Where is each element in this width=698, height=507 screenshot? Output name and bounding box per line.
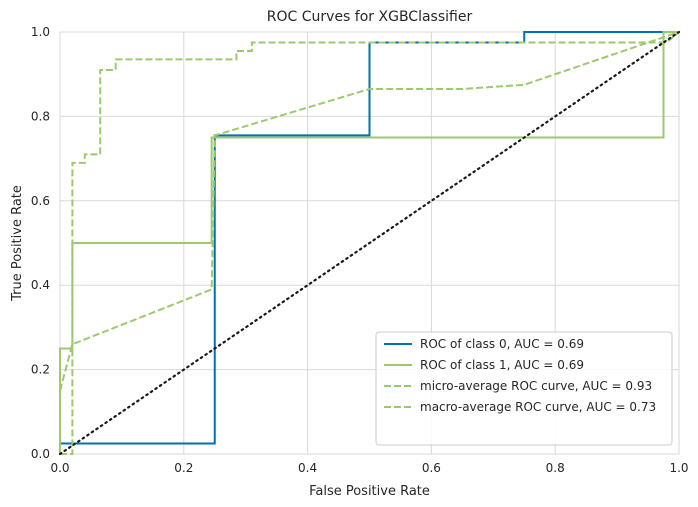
y-ticks: 0.0 0.2 0.4 0.6 0.8 1.0 xyxy=(31,25,50,461)
legend-entries: ROC of class 0, AUC = 0.69 ROC of class 1… xyxy=(384,337,656,414)
x-tick-label: 0.0 xyxy=(50,461,69,475)
x-tick-label: 1.0 xyxy=(669,461,688,475)
y-tick-label: 0.4 xyxy=(31,278,50,292)
series-layer xyxy=(58,30,681,456)
y-tick-label: 0.0 xyxy=(31,447,50,461)
series-line-4 xyxy=(58,30,681,456)
x-tick-label: 0.6 xyxy=(422,461,441,475)
series-line-2 xyxy=(60,31,680,455)
x-ticks: 0.0 0.2 0.4 0.6 0.8 1.0 xyxy=(50,461,688,475)
chart-title: ROC Curves for XGBClassifier xyxy=(267,9,473,25)
legend-label: micro-average ROC curve, AUC = 0.93 xyxy=(420,379,652,393)
y-axis-label: True Positive Rate xyxy=(10,185,25,302)
legend-box xyxy=(375,331,673,446)
y-tick-label: 0.2 xyxy=(31,363,50,377)
legend-label: macro-average ROC curve, AUC = 0.73 xyxy=(420,400,656,414)
legend-label: ROC of class 1, AUC = 0.69 xyxy=(420,358,584,372)
x-tick-label: 0.8 xyxy=(546,461,565,475)
legend-label: ROC of class 0, AUC = 0.69 xyxy=(420,337,584,351)
x-tick-label: 0.4 xyxy=(298,461,317,475)
y-tick-label: 0.8 xyxy=(31,109,50,123)
series-line-0 xyxy=(59,31,679,454)
x-axis-label: False Positive Rate xyxy=(309,484,430,499)
legend: ROC of class 0, AUC = 0.69 ROC of class 1… xyxy=(375,331,673,446)
series-line-3 xyxy=(59,31,680,391)
y-tick-label: 0.6 xyxy=(31,194,50,208)
x-tick-label: 0.2 xyxy=(174,461,193,475)
y-tick-label: 1.0 xyxy=(31,25,50,39)
